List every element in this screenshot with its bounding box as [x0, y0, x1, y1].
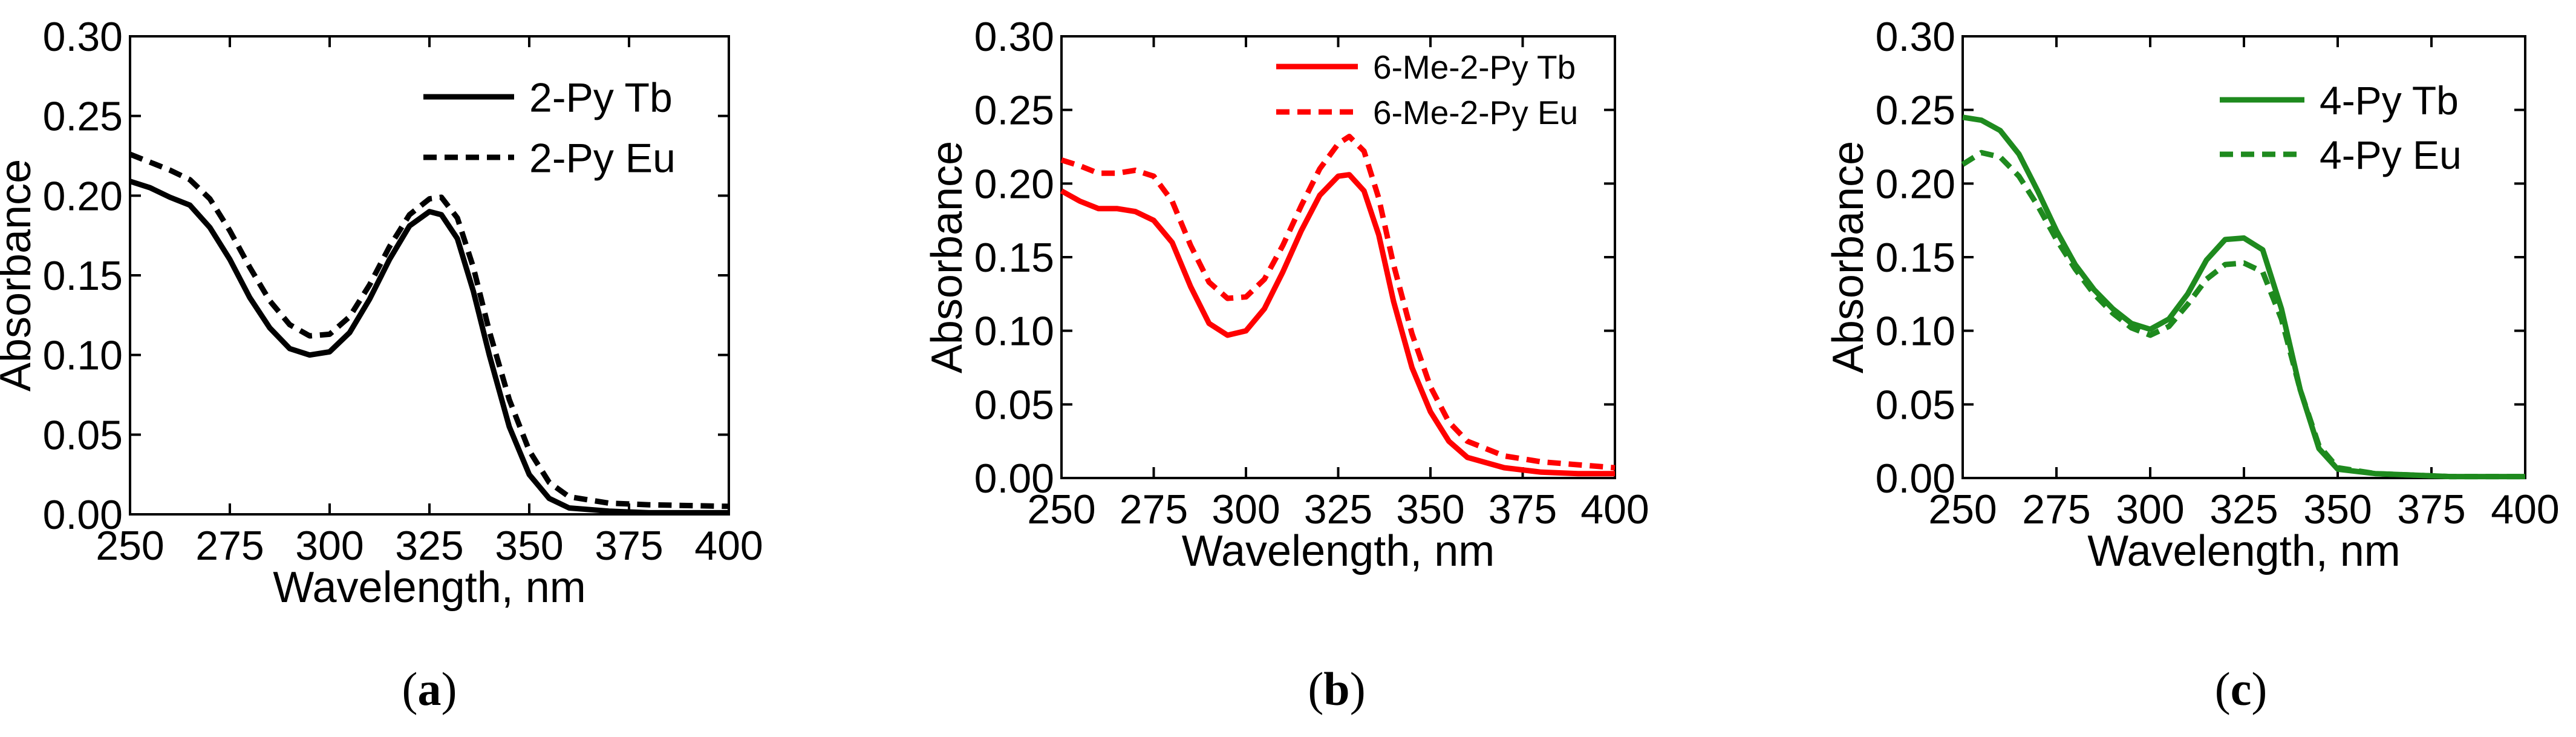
x-tick-label: 300 [2116, 486, 2184, 532]
y-tick-label: 0.10 [974, 309, 1054, 355]
y-tick-label: 0.05 [43, 412, 123, 458]
y-tick-label: 0.05 [1876, 382, 1955, 428]
series-line-4-py-eu [1961, 149, 2525, 480]
x-tick-label: 250 [1027, 486, 1095, 532]
x-tick-label: 325 [2209, 486, 2278, 532]
x-tick-label: 300 [295, 523, 364, 569]
x-tick-label: 375 [595, 523, 663, 569]
x-tick-label: 300 [1211, 486, 1280, 532]
panel-caption: (c) [2215, 663, 2268, 715]
chart-panel-b: 250 275 300 325 350 375 400 0.00 0.05 0.10 0.15 0.2… [923, 14, 1649, 715]
x-axis-title: Wavelength, nm [1182, 527, 1495, 575]
y-tick-label: 0.15 [1876, 235, 1955, 281]
x-tick-label: 375 [2397, 486, 2465, 532]
y-tick-label: 0.05 [974, 382, 1054, 428]
legend-label: 2-Py Tb [529, 74, 673, 120]
y-tick-label: 0.10 [43, 333, 123, 379]
x-tick-label: 400 [694, 523, 763, 569]
x-tick-label: 350 [2303, 486, 2372, 532]
y-tick-label: 0.00 [43, 492, 123, 538]
y-tick-label: 0.20 [43, 173, 123, 219]
x-tick-label: 250 [1928, 486, 1997, 532]
legend-label: 4-Py Tb [2320, 78, 2459, 123]
y-tick-label: 0.30 [1876, 14, 1955, 60]
y-tick-label: 0.30 [43, 14, 123, 60]
x-axis-title: Wavelength, nm [2087, 527, 2401, 575]
x-tick-label: 400 [2491, 486, 2559, 532]
panel-caption: (a) [402, 663, 457, 715]
x-tick-label: 350 [1396, 486, 1464, 532]
legend-label: 2-Py Eu [529, 135, 676, 181]
y-tick-label: 0.00 [974, 456, 1054, 502]
legend-label: 6-Me-2-Py Eu [1373, 94, 1578, 131]
y-tick-label: 0.10 [1876, 309, 1955, 355]
y-tick-label: 0.25 [1876, 88, 1955, 134]
legend-label: 4-Py Eu [2320, 133, 2462, 177]
x-tick-label: 325 [395, 523, 463, 569]
y-axis-title: Absorbance [923, 141, 971, 373]
x-tick-label: 350 [495, 523, 563, 569]
y-tick-label: 0.30 [974, 14, 1054, 60]
y-tick-label: 0.20 [1876, 161, 1955, 207]
y-axis-title: Absorbance [0, 159, 40, 391]
y-tick-label: 0.15 [974, 235, 1054, 281]
chart-panel-c: 250 275 300 325 350 375 400 0.00 0.05 0.10 0.15 0.2… [1824, 14, 2560, 715]
y-axis-title: Absorbance [1824, 141, 1873, 373]
panel-caption: (b) [1308, 663, 1365, 715]
x-tick-label: 325 [1304, 486, 1372, 532]
x-tick-label: 275 [195, 523, 264, 569]
x-axis-title: Wavelength, nm [273, 563, 586, 612]
y-tick-label: 0.25 [974, 88, 1054, 134]
y-tick-label: 0.15 [43, 253, 123, 299]
x-tick-label: 275 [2022, 486, 2090, 532]
x-tick-label: 250 [96, 523, 164, 569]
x-tick-label: 275 [1120, 486, 1188, 532]
y-tick-label: 0.20 [974, 161, 1054, 207]
x-tick-label: 400 [1580, 486, 1649, 532]
y-tick-label: 0.00 [1876, 456, 1955, 502]
legend-label: 6-Me-2-Py Tb [1373, 48, 1576, 86]
x-tick-label: 375 [1489, 486, 1557, 532]
series-line-2-py-tb [129, 179, 729, 516]
y-tick-label: 0.25 [43, 94, 123, 140]
chart-panel-a: 250 275 300 325 350 375 400 0.00 0.05 0.10 0.15 0.2… [0, 14, 763, 715]
series-line-6-me-2-py-tb [1060, 172, 1615, 477]
series-line-6-me-2-py-eu [1060, 134, 1616, 471]
series-line-2-py-eu [129, 151, 729, 509]
